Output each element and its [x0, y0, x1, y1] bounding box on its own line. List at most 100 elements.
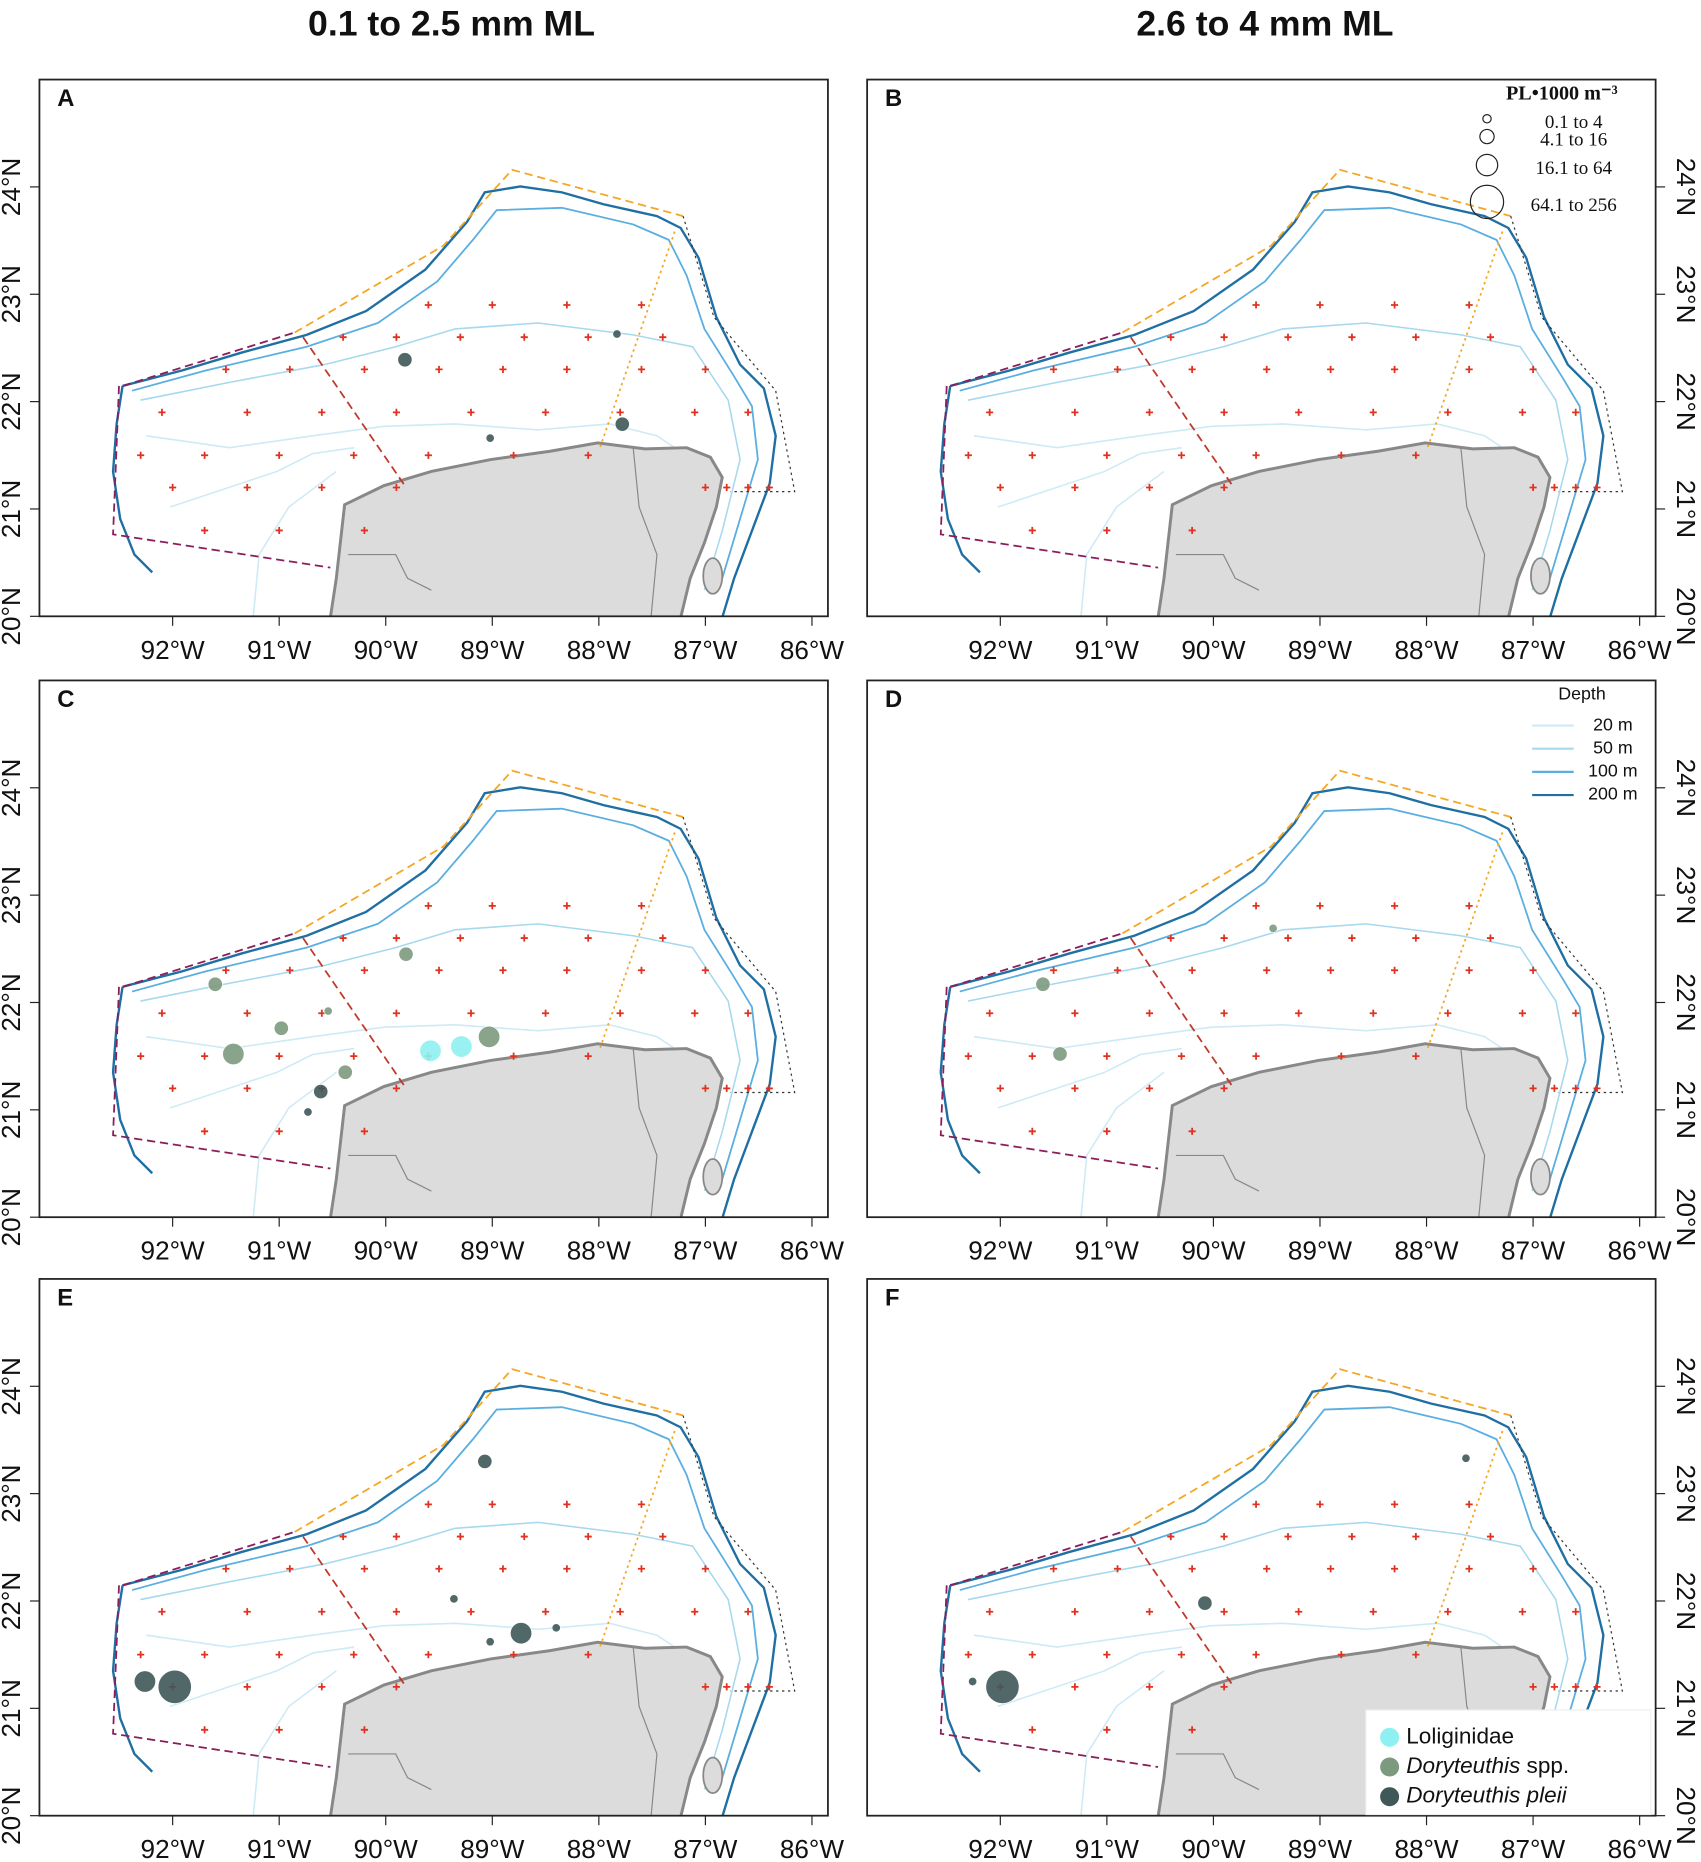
bubble: [551, 1623, 561, 1633]
x-tick-label: 90°W: [1181, 635, 1245, 665]
x-tick-label: 86°W: [1608, 1834, 1672, 1862]
x-tick-label: 90°W: [354, 1834, 418, 1862]
x-tick-label: 88°W: [567, 635, 631, 665]
station: [1572, 1084, 1580, 1092]
y-tick-label: 24°N: [0, 759, 26, 817]
station: [1103, 1127, 1111, 1135]
station: [1518, 1608, 1526, 1616]
legend-symbol: [1469, 184, 1505, 220]
station: [1391, 1565, 1399, 1573]
station: [1465, 902, 1473, 910]
station: [169, 1084, 177, 1092]
station: [1028, 1127, 1036, 1135]
column-title: 0.1 to 2.5 mm ML: [308, 4, 595, 44]
station: [201, 451, 209, 459]
station: [286, 1565, 294, 1573]
station: [637, 1500, 646, 1508]
station: [318, 1683, 326, 1691]
station: [1593, 1683, 1601, 1691]
bubble: [485, 1637, 495, 1647]
station: [1220, 483, 1228, 492]
y-tick-label: 21°N: [0, 1081, 26, 1139]
bubble: [303, 1107, 313, 1117]
station: [360, 526, 368, 534]
station: [563, 365, 571, 373]
panel-label: E: [57, 1284, 73, 1311]
bubble: [477, 1454, 493, 1469]
x-tick-label: 87°W: [673, 1236, 737, 1266]
x-tick-label: 86°W: [780, 635, 844, 665]
x-tick-label: 86°W: [1608, 635, 1672, 665]
station: [1529, 1084, 1537, 1092]
legend-symbol: [1380, 1787, 1400, 1807]
x-tick-label: 89°W: [1288, 1834, 1352, 1862]
station: [701, 1084, 709, 1092]
x-tick-label: 92°W: [968, 1834, 1032, 1862]
station: [392, 483, 400, 492]
station: [1337, 1651, 1345, 1659]
station: [435, 966, 443, 974]
station: [137, 451, 145, 459]
station: [275, 1726, 283, 1734]
station: [1327, 1565, 1335, 1573]
station: [392, 1084, 400, 1092]
bubble: [1197, 1595, 1213, 1611]
station: [1444, 408, 1452, 416]
station: [659, 934, 667, 942]
station: [542, 1608, 550, 1616]
station: [360, 1726, 368, 1734]
station: [1572, 1608, 1580, 1616]
panel-frame: [866, 679, 1657, 1219]
x-tick-label: 91°W: [247, 635, 311, 665]
size-legend: PL•1000 m⁻³ 0.1 to 44.1 to 16 16.1 to 64 64…: [1469, 83, 1618, 220]
legend-label: 20 m: [1593, 714, 1633, 734]
panel-label: A: [57, 85, 74, 112]
station: [222, 966, 230, 974]
map-panel: C 92°W 91°W 90°W 89°W 88°W 87°W 86°W 20°N 21°N 22°…: [0, 679, 844, 1266]
station: [1369, 408, 1377, 416]
station: [996, 483, 1004, 492]
station: [392, 1608, 400, 1616]
legend-label: 0.1 to 4: [1545, 112, 1603, 133]
station: [1263, 1565, 1271, 1573]
station: [1103, 1052, 1111, 1060]
bubble: [1268, 923, 1278, 933]
station: [1145, 483, 1154, 492]
x-tick-label: 92°W: [141, 1834, 205, 1862]
bubble: [450, 1035, 473, 1058]
station: [456, 333, 464, 341]
station: [616, 1608, 624, 1616]
station: [1348, 1533, 1356, 1541]
station: [137, 1651, 145, 1659]
y-tick-label: 20°N: [1671, 1787, 1701, 1845]
x-tick-label: 91°W: [1075, 635, 1139, 665]
panel-label: C: [57, 686, 74, 713]
station: [1145, 1683, 1154, 1691]
station: [1529, 365, 1537, 373]
station: [520, 934, 528, 942]
legend-label: 200 m: [1588, 784, 1637, 804]
station: [964, 1052, 972, 1060]
station: [1529, 483, 1537, 492]
station: [1550, 483, 1558, 492]
station: [1412, 934, 1420, 942]
station: [339, 934, 347, 942]
station: [563, 1565, 571, 1573]
station: [744, 483, 752, 492]
station: [1518, 408, 1526, 416]
station: [1220, 1683, 1228, 1691]
station: [1071, 1009, 1079, 1017]
station: [169, 483, 177, 492]
legend-title: PL•1000 m⁻³: [1506, 83, 1618, 105]
legend-symbol: [1479, 128, 1495, 145]
station: [1263, 966, 1271, 974]
x-tick-label: 86°W: [780, 1834, 844, 1862]
y-tick-label: 21°N: [0, 1679, 26, 1737]
station: [520, 1533, 528, 1541]
station: [1391, 902, 1399, 910]
station: [243, 483, 251, 492]
bubble: [398, 946, 414, 962]
station: [488, 1500, 496, 1508]
station: [563, 1500, 571, 1508]
bubble: [449, 1594, 459, 1604]
